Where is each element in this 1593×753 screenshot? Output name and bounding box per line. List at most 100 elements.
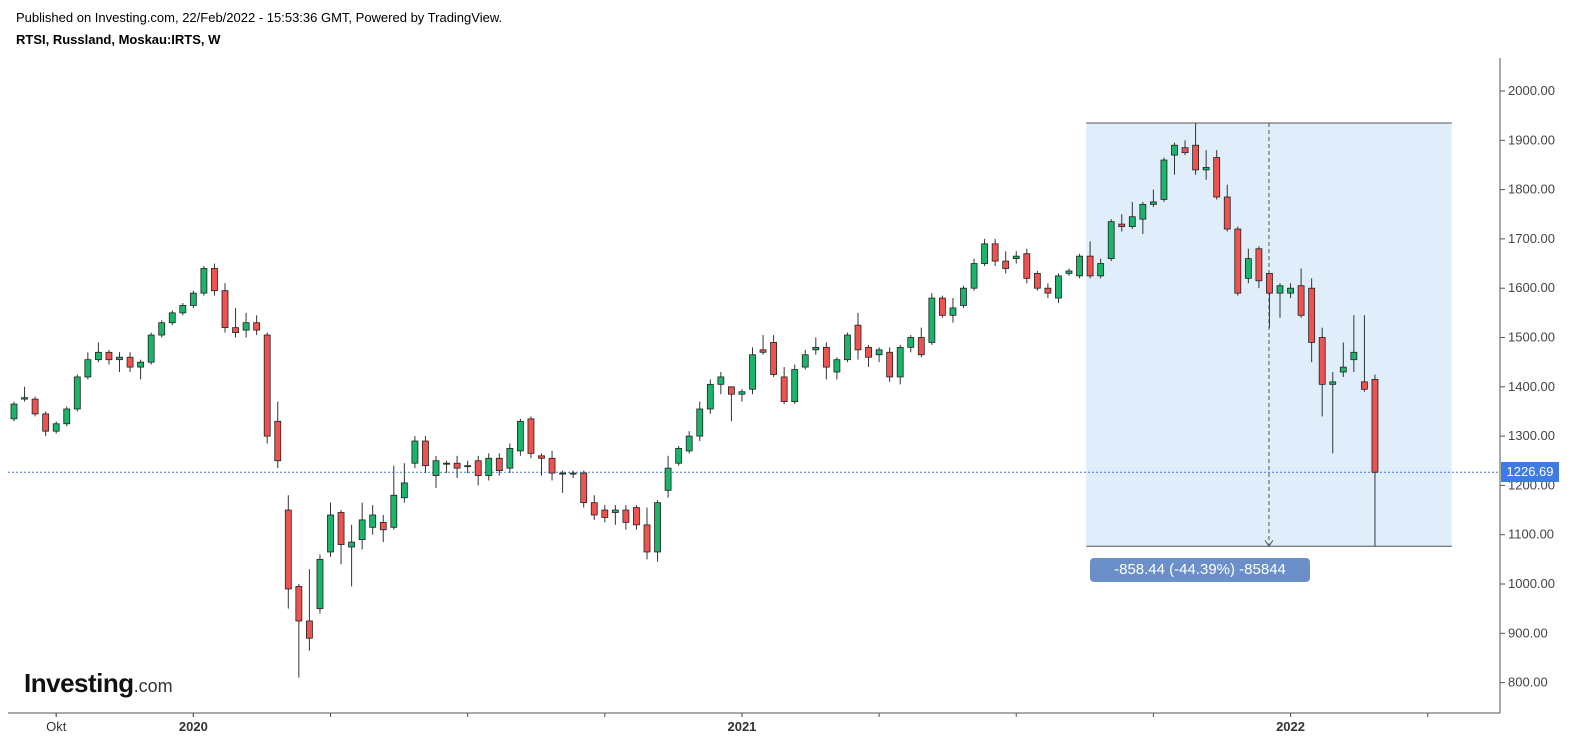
candle (42, 411, 50, 437)
candle (464, 460, 472, 474)
measure-arrow-head (1264, 539, 1274, 548)
candle-body (907, 337, 915, 348)
candle-body (527, 418, 535, 454)
candle (601, 505, 609, 523)
candle (633, 505, 640, 530)
candle (812, 337, 820, 355)
candle (453, 455, 461, 479)
candle-body (369, 514, 377, 528)
candle (1276, 283, 1284, 318)
candle-body (1234, 228, 1242, 294)
candle-body (1171, 144, 1178, 156)
candle (21, 386, 28, 402)
candle-body (358, 519, 366, 541)
candle (1150, 189, 1157, 207)
candle-body (179, 305, 187, 314)
y-tick-label: 1400.00 (1508, 379, 1555, 394)
candle-body (31, 398, 39, 415)
y-tick-label: 1300.00 (1508, 428, 1555, 443)
symbol-title: RTSI, Russland, Moskau:IRTS, W (16, 32, 221, 47)
candle (1128, 201, 1136, 230)
candle-body (538, 455, 545, 459)
candle (801, 349, 809, 370)
candle-body (759, 349, 767, 353)
candle (443, 460, 450, 474)
candle-body (865, 346, 872, 358)
candle (1139, 201, 1147, 234)
candle (253, 315, 261, 336)
candle (1023, 248, 1031, 284)
candle-body (327, 514, 334, 553)
candle-body (1350, 351, 1358, 361)
candle-body (84, 359, 92, 378)
candle (675, 445, 683, 466)
candle (1171, 142, 1178, 175)
candle-body (73, 376, 81, 410)
candle (1371, 374, 1379, 547)
candle-body (812, 346, 820, 351)
candle (116, 352, 123, 373)
candle (770, 335, 777, 377)
logo-main: Investing (24, 668, 134, 698)
candle (158, 320, 166, 338)
candle-body (1276, 285, 1284, 294)
candle (1202, 150, 1210, 180)
candle-body (52, 423, 60, 432)
candle (1297, 268, 1305, 318)
candle (1076, 253, 1083, 279)
candle (928, 293, 936, 345)
candle-body (1118, 223, 1126, 227)
candle-body (1044, 287, 1052, 294)
candle-body (126, 356, 134, 368)
x-tick-label: Okt (46, 719, 67, 734)
candle-body (1339, 366, 1347, 373)
candle-body (664, 467, 672, 491)
candle-body (443, 462, 450, 465)
last-price-badge: 1226.69 (1501, 462, 1559, 482)
candle-body (21, 397, 28, 400)
y-tick-label: 1000.00 (1508, 576, 1555, 591)
y-tick-label: 800.00 (1508, 675, 1548, 690)
candle (31, 396, 39, 417)
candle (907, 335, 915, 353)
candle-body (1012, 255, 1020, 260)
candle-body (263, 334, 271, 437)
candle-body (1055, 275, 1062, 299)
candle-body (1213, 157, 1221, 198)
candle-body (654, 502, 661, 553)
candle-body (1128, 216, 1136, 227)
candle-body (1076, 255, 1083, 277)
candle-body (1329, 381, 1337, 385)
candle-body (284, 509, 292, 590)
candle-body (960, 287, 967, 306)
candle-body (1181, 147, 1189, 154)
candle-body (95, 351, 102, 361)
candle (1223, 184, 1231, 232)
candle-body (348, 541, 356, 548)
candle-body (411, 440, 419, 464)
measure-range (1086, 122, 1452, 548)
candle-body (517, 420, 524, 452)
candle-body (253, 322, 261, 331)
candle (179, 302, 187, 316)
investing-logo: Investing.com (24, 668, 173, 699)
candle (474, 455, 482, 486)
candle-body (949, 307, 957, 316)
candle-body (1308, 287, 1316, 343)
candle-body (1065, 270, 1073, 274)
candle (284, 495, 292, 609)
candle (305, 569, 313, 651)
candle-body (675, 448, 683, 464)
candle-body (991, 243, 999, 262)
candle-body (696, 408, 704, 437)
x-tick-label: 2022 (1276, 719, 1305, 734)
candle (1107, 219, 1115, 262)
candle (1192, 123, 1199, 175)
measure-label: -858.44 (-44.39%) -85844 (1090, 558, 1310, 582)
candle (896, 344, 904, 385)
candle (643, 507, 651, 560)
candle (1318, 327, 1326, 417)
candle-body (10, 403, 18, 420)
candle-body (63, 408, 71, 425)
